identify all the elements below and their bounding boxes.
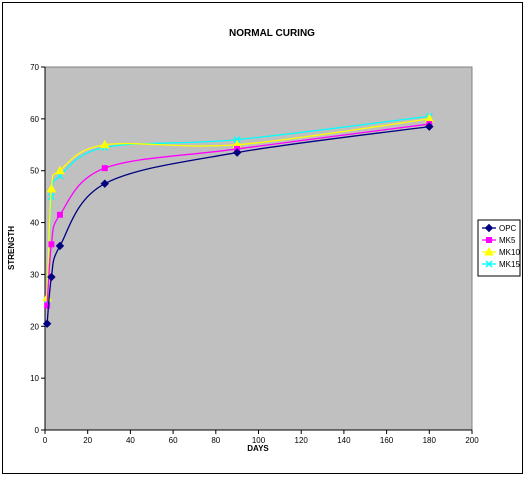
- data-point-mk5: [101, 165, 108, 172]
- y-tick-label: 70: [30, 63, 39, 72]
- data-point-opc: [47, 272, 56, 282]
- x-axis-ticks: 0 20 40 60 80 100 120 140 160 180 200: [43, 430, 479, 445]
- x-tick-label: 120: [295, 436, 309, 445]
- x-tick-label: 160: [380, 436, 394, 445]
- y-tick-label: 20: [30, 322, 39, 331]
- series-line-mk10: [46, 118, 430, 298]
- series-opc: [42, 122, 434, 328]
- data-point-mk10: [46, 183, 57, 193]
- x-tick-label: 100: [252, 436, 266, 445]
- x-tick-label: 40: [126, 436, 135, 445]
- legend-label-mk10: MK10: [499, 248, 520, 257]
- x-tick-label: 200: [465, 436, 479, 445]
- x-tick-label: 60: [169, 436, 178, 445]
- y-tick-label: 10: [30, 374, 39, 383]
- legend-item-mk10: MK10: [482, 246, 520, 257]
- legend-marker-mk5: [486, 237, 492, 243]
- legend-marker-opc: [484, 223, 494, 233]
- data-point-opc: [232, 148, 242, 157]
- data-point-mk5: [56, 211, 63, 218]
- data-point-mk10: [99, 139, 110, 149]
- data-point-opc: [425, 122, 434, 131]
- data-point-mk10: [55, 165, 65, 175]
- x-tick-label: 0: [43, 436, 48, 445]
- series-layer: [42, 112, 435, 328]
- x-tick-label: 140: [337, 436, 351, 445]
- data-point-opc: [100, 179, 109, 188]
- y-axis-label: STRENGTH: [7, 226, 16, 270]
- data-point-mk5: [44, 302, 51, 309]
- legend-box: [477, 219, 521, 277]
- x-marker-stroke: [233, 136, 241, 144]
- y-tick-label: 0: [35, 426, 40, 435]
- legend-label-mk15: MK15: [499, 260, 520, 269]
- x-marker-stroke: [485, 260, 493, 268]
- legend-item-opc: OPC: [482, 223, 517, 233]
- legend: OPC MK5 MK10 MK15: [477, 219, 521, 277]
- y-tick-label: 30: [30, 270, 39, 279]
- x-tick-label: 180: [423, 436, 437, 445]
- x-tick-label: 80: [211, 436, 220, 445]
- legend-marker-mk10: [484, 246, 494, 256]
- data-point-opc: [42, 319, 52, 328]
- legend-label-mk5: MK5: [499, 236, 516, 245]
- legend-item-mk15: MK15: [482, 260, 520, 269]
- legend-marker-mk15: [485, 260, 493, 268]
- data-point-opc: [55, 241, 65, 251]
- x-axis-label: DAYS: [247, 444, 269, 453]
- data-point-mk15: [233, 136, 241, 144]
- legend-item-mk5: MK5: [482, 236, 516, 245]
- y-tick-label: 40: [30, 219, 39, 228]
- y-tick-label: 50: [30, 167, 39, 176]
- y-tick-label: 60: [30, 115, 39, 124]
- x-tick-label: 20: [83, 436, 92, 445]
- data-point-mk5: [48, 241, 55, 248]
- legend-label-opc: OPC: [499, 224, 517, 233]
- chart-title: NORMAL CURING: [229, 28, 315, 39]
- y-axis-ticks: 0 10 20 30 40 50 60 70: [30, 63, 45, 435]
